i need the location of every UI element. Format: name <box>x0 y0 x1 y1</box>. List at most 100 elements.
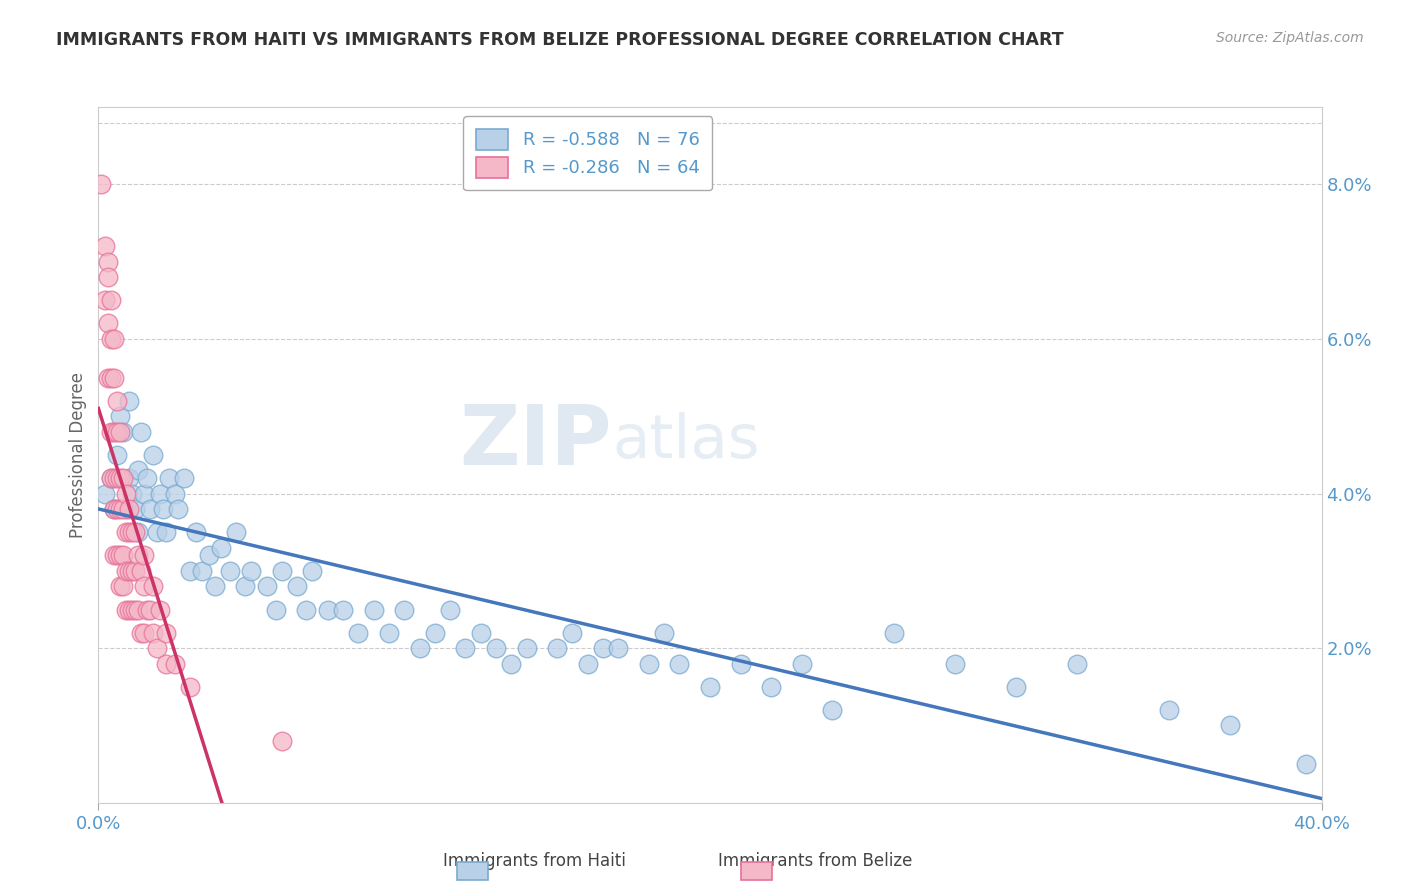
Point <box>129 425 152 439</box>
Point <box>111 425 134 439</box>
Point <box>124 502 146 516</box>
Point <box>108 409 131 424</box>
Point <box>155 625 177 640</box>
Point <box>191 564 214 578</box>
Point <box>219 564 242 578</box>
Point <box>134 625 156 640</box>
Point <box>118 502 141 516</box>
Point <box>108 549 131 563</box>
Point <box>179 680 201 694</box>
Point <box>134 486 156 500</box>
Point <box>501 657 523 671</box>
Point <box>1219 718 1241 732</box>
Point <box>561 625 583 640</box>
Point <box>134 579 156 593</box>
Point <box>127 549 149 563</box>
Point <box>108 502 131 516</box>
Point <box>240 564 263 578</box>
Point <box>97 270 120 285</box>
Point <box>115 602 138 616</box>
Point <box>1295 757 1317 772</box>
Point <box>943 657 966 671</box>
Text: atlas: atlas <box>612 411 759 470</box>
Point <box>485 641 508 656</box>
Point <box>256 579 278 593</box>
Point <box>118 602 141 616</box>
Point <box>97 254 120 268</box>
Point <box>408 641 430 656</box>
Point <box>285 579 308 593</box>
Point <box>363 602 385 616</box>
Point <box>103 502 125 516</box>
Point <box>145 525 167 540</box>
Point <box>124 525 146 540</box>
Point <box>821 703 844 717</box>
Point <box>121 564 143 578</box>
Point <box>129 564 152 578</box>
Point <box>233 579 256 593</box>
Point <box>93 486 115 500</box>
Point <box>105 393 128 408</box>
Point <box>576 657 599 671</box>
Point <box>546 641 568 656</box>
Point <box>136 602 159 616</box>
Point <box>163 486 186 500</box>
Text: Immigrants from Haiti: Immigrants from Haiti <box>443 852 626 870</box>
Point <box>115 564 138 578</box>
Point <box>152 502 174 516</box>
Point <box>155 657 177 671</box>
Point <box>270 564 292 578</box>
Point <box>100 471 122 485</box>
Point <box>155 525 177 540</box>
Text: ZIP: ZIP <box>460 401 612 482</box>
Point <box>439 602 461 616</box>
Point <box>637 657 661 671</box>
Point <box>149 602 172 616</box>
Point <box>332 602 354 616</box>
Point <box>142 625 165 640</box>
Point <box>127 602 149 616</box>
Point <box>124 564 146 578</box>
Point <box>225 525 247 540</box>
Point <box>790 657 813 671</box>
Point <box>97 317 120 331</box>
Point <box>121 525 143 540</box>
Point <box>103 370 125 384</box>
Point <box>115 525 138 540</box>
Point <box>100 293 122 308</box>
Point <box>127 525 149 540</box>
Point <box>209 541 232 555</box>
Point <box>108 425 131 439</box>
Point <box>118 471 141 485</box>
Point <box>115 486 138 500</box>
Point <box>454 641 477 656</box>
Point <box>142 448 165 462</box>
Point <box>111 549 134 563</box>
Point <box>699 680 721 694</box>
Point <box>111 502 134 516</box>
Point <box>105 549 128 563</box>
Point <box>204 579 226 593</box>
Point <box>111 471 134 485</box>
Point <box>136 471 159 485</box>
Point <box>103 332 125 346</box>
Point <box>103 549 125 563</box>
Point <box>105 471 128 485</box>
Point <box>142 579 165 593</box>
Point <box>423 625 446 640</box>
Point <box>173 471 195 485</box>
Point <box>264 602 287 616</box>
Text: Source: ZipAtlas.com: Source: ZipAtlas.com <box>1216 31 1364 45</box>
Point <box>115 502 138 516</box>
Point <box>652 625 675 640</box>
Point <box>103 502 125 516</box>
Point <box>118 393 141 408</box>
Point <box>759 680 782 694</box>
Point <box>592 641 614 656</box>
Point <box>607 641 630 656</box>
Point <box>100 471 122 485</box>
Point <box>392 602 416 616</box>
Point <box>883 625 905 640</box>
Point <box>295 602 318 616</box>
Y-axis label: Professional Degree: Professional Degree <box>69 372 87 538</box>
